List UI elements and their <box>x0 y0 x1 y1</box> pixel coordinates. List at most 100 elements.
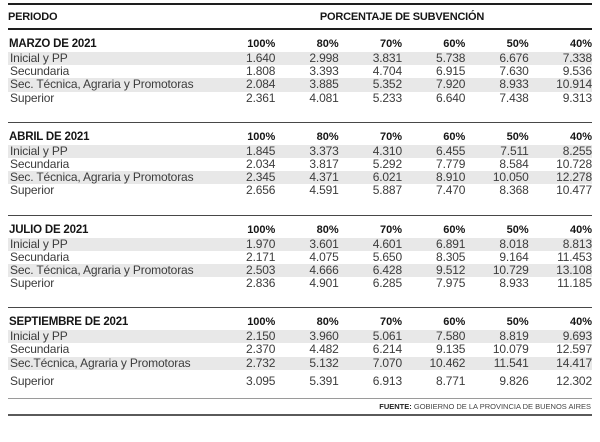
row-label: Superior <box>10 90 55 105</box>
table-row: Inicial y PP 2.150 3.960 5.061 7.580 8.819 9.6… <box>8 329 592 344</box>
value-cell: 5.132 <box>309 355 339 370</box>
value-cell: 5.292 <box>372 156 402 171</box>
row-label: Inicial y PP <box>10 329 68 344</box>
column-header-5: 40% <box>569 223 592 236</box>
row-label: Sec.Técnica, Agraria y Promotoras <box>10 355 191 370</box>
row-label: Superior <box>10 276 55 291</box>
subsidy-column-group-header: PORCENTAJE DE SUBVENCIÓN <box>319 10 485 23</box>
value-cell: 7.630 <box>499 64 529 79</box>
value-cell: 1.808 <box>246 64 276 79</box>
column-header-3: 60% <box>443 38 466 50</box>
value-cell: 2.150 <box>246 329 276 344</box>
column-header-1: 80% <box>316 38 339 50</box>
value-cell: 8.910 <box>436 170 466 185</box>
value-cell: 5.233 <box>372 90 402 105</box>
table-row: Inicial y PP 1.845 3.373 4.310 6.455 7.511 8.2… <box>8 143 592 158</box>
period-section-2: JULIO DE 2021 100% 80% 70% 60% 50% 40% Inicial … <box>8 216 592 309</box>
value-cell: 5.887 <box>372 183 402 198</box>
value-cell: 8.813 <box>562 236 592 251</box>
value-cell: 2.732 <box>246 355 276 370</box>
column-header-0: 100% <box>247 38 276 50</box>
table-row: Sec. Técnica, Agraria y Promotoras 2.503 4… <box>8 262 592 278</box>
value-cell: 4.591 <box>309 183 339 198</box>
value-cell: 6.214 <box>372 342 402 357</box>
column-header-3: 60% <box>443 130 466 143</box>
value-cell: 9.313 <box>562 90 592 105</box>
column-header-0: 100% <box>247 130 276 143</box>
value-cell: 10.914 <box>556 77 592 92</box>
source-footer: FUENTE: GOBIERNO DE LA PROVINCIA DE BUEN… <box>8 398 592 416</box>
value-cell: 2.836 <box>246 276 276 291</box>
row-label: Superior <box>10 373 55 388</box>
row-label: Sec. Técnica, Agraria y Promotoras <box>10 262 194 277</box>
column-header-5: 40% <box>569 316 592 329</box>
value-cell: 11.185 <box>557 276 592 291</box>
row-label: Inicial y PP <box>10 51 68 65</box>
value-cell: 6.676 <box>499 51 529 65</box>
value-cell: 3.817 <box>309 156 339 171</box>
value-cell: 3.373 <box>309 143 339 158</box>
period-sections: MARZO DE 2021 100% 80% 70% 60% 50% 40% Inicial … <box>8 30 592 388</box>
value-cell: 3.960 <box>309 329 339 344</box>
value-cell: 2.171 <box>246 249 276 264</box>
value-cell: 4.901 <box>309 276 339 291</box>
row-label: Sec. Técnica, Agraria y Promotoras <box>10 77 194 92</box>
value-cell: 2.656 <box>246 183 276 198</box>
column-header-5: 40% <box>569 130 592 143</box>
value-cell: 7.070 <box>372 355 402 370</box>
value-cell: 2.034 <box>246 156 276 171</box>
value-cell: 8.933 <box>499 276 529 291</box>
value-cell: 8.771 <box>436 373 466 388</box>
table-row: Sec. Técnica, Agraria y Promotoras 2.345 4… <box>8 170 592 185</box>
table-row: Secundaria 2.171 4.075 5.650 8.305 9.164 11.45… <box>8 249 592 264</box>
value-cell: 4.601 <box>372 236 402 251</box>
value-cell: 1.970 <box>246 236 276 251</box>
period-section-0: MARZO DE 2021 100% 80% 70% 60% 50% 40% Inicial … <box>8 30 592 123</box>
value-cell: 4.704 <box>372 64 402 79</box>
value-cell: 4.075 <box>309 249 339 264</box>
value-cell: 3.095 <box>246 373 276 388</box>
value-cell: 3.831 <box>372 51 402 65</box>
value-cell: 7.975 <box>436 276 466 291</box>
value-cell: 4.371 <box>309 170 339 185</box>
row-label: Inicial y PP <box>10 143 68 158</box>
value-cell: 2.370 <box>246 342 276 357</box>
row-label: Secundaria <box>10 64 70 79</box>
column-header-2: 70% <box>379 223 402 236</box>
value-cell: 4.081 <box>309 90 339 105</box>
column-header-2: 70% <box>379 130 402 143</box>
section-title: ABRIL DE 2021 <box>9 130 90 143</box>
column-header-4: 50% <box>506 38 529 50</box>
source-text: GOBIERNO DE LA PROVINCIA DE BUENOS AIRES <box>413 401 591 411</box>
value-cell: 10.079 <box>492 342 529 357</box>
value-cell: 11.453 <box>557 249 592 264</box>
column-header-4: 50% <box>506 223 529 236</box>
value-cell: 4.666 <box>309 262 339 277</box>
value-cell: 9.512 <box>436 262 466 277</box>
value-cell: 3.393 <box>309 64 339 79</box>
value-cell: 14.417 <box>556 355 592 370</box>
value-cell: 9.135 <box>436 342 466 357</box>
value-cell: 9.826 <box>499 373 529 388</box>
period-section-3: SEPTIEMBRE DE 2021 100% 80% 70% 60% 50% 40% Ini… <box>8 308 592 388</box>
section-header-row: JULIO DE 2021 100% 80% 70% 60% 50% 40% <box>8 222 592 238</box>
value-cell: 10.728 <box>556 156 592 171</box>
value-cell: 5.352 <box>372 77 402 92</box>
table-row: Secundaria 1.808 3.393 4.704 6.915 7.630 9.536 <box>8 64 592 79</box>
column-header-2: 70% <box>379 316 402 329</box>
value-cell: 6.913 <box>372 373 402 388</box>
value-cell: 10.462 <box>429 355 466 370</box>
table-row: Superior 2.836 4.901 6.285 7.975 8.933 11.185 <box>8 276 592 291</box>
value-cell: 10.729 <box>492 262 529 277</box>
value-cell: 12.278 <box>556 170 592 185</box>
value-cell: 3.601 <box>309 236 339 251</box>
section-header-row: ABRIL DE 2021 100% 80% 70% 60% 50% 40% <box>8 129 592 145</box>
period-section-1: ABRIL DE 2021 100% 80% 70% 60% 50% 40% Inicial … <box>8 123 592 216</box>
value-cell: 5.061 <box>372 329 402 344</box>
value-cell: 6.021 <box>372 170 402 185</box>
section-title: SEPTIEMBRE DE 2021 <box>9 316 129 329</box>
table-row: Superior 2.656 4.591 5.887 7.470 8.368 10.477 <box>8 184 592 197</box>
value-cell: 7.920 <box>436 77 466 92</box>
value-cell: 8.255 <box>562 143 592 158</box>
value-cell: 4.310 <box>372 143 402 158</box>
